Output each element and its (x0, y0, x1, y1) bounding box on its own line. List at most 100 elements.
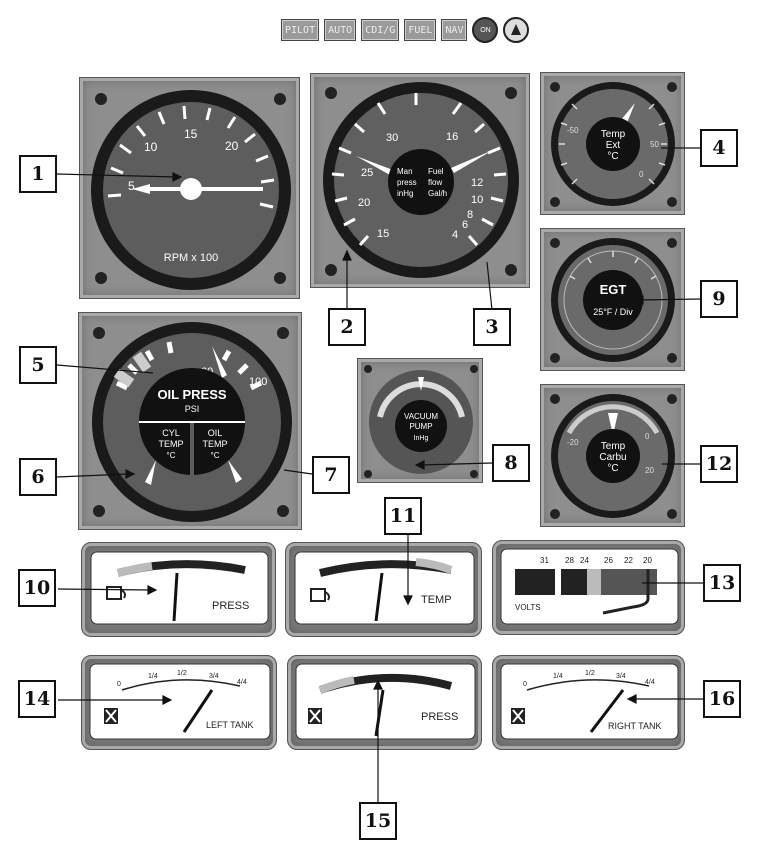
temp-ext-tick-label: 50 (650, 140, 659, 149)
temp-ext-tick-label: -50 (567, 126, 579, 135)
oil-press-small-panel: PRESS (81, 542, 276, 637)
tach-tick-label: 15 (184, 127, 198, 141)
oil-temp-label: OIL (208, 428, 223, 438)
right-tank-panel: 0 1/4 1/2 3/4 4/4 RIGHT TANK (492, 655, 685, 750)
vacuum-label: PUMP (409, 422, 432, 431)
callout-8: 8 (492, 444, 530, 482)
callout-16: 16 (703, 680, 741, 718)
manifold-needle (356, 156, 393, 175)
left-tank-tick-label: 0 (117, 681, 121, 688)
oil-temp-label: °C (211, 451, 220, 460)
vacuum-needle (418, 377, 424, 391)
fuel-flow-label: flow (428, 178, 442, 187)
toolbar-button-1[interactable]: PILOT (281, 19, 320, 41)
right-tank-needle (589, 689, 625, 733)
oil-press-unit: PSI (185, 404, 200, 414)
volts-tick-label: 28 (565, 556, 574, 565)
callout-14: 14 (18, 680, 56, 718)
tachometer-panel: 5 10 15 20 RPM x 100 (79, 77, 300, 299)
fuel-tick-label: 10 (471, 194, 483, 206)
temp-ext-label: Temp (601, 129, 626, 140)
tach-unit-label: RPM x 100 (164, 252, 218, 264)
right-tank-label: RIGHT TANK (608, 721, 662, 731)
fuel-press-needle (374, 689, 385, 737)
fuel-tick-label: 4 (452, 229, 458, 241)
oil-temp-label: TEMP (202, 439, 227, 449)
oil-press-small-needle (172, 572, 179, 622)
cyl-temp-label: °C (167, 451, 176, 460)
left-tank-panel: 0 1/4 1/2 3/4 4/4 LEFT TANK (81, 655, 277, 750)
manifold-tick-label: 15 (377, 228, 389, 240)
vacuum-panel: VACUUM PUMP InHg (357, 358, 483, 483)
temp-ext-label: °C (607, 151, 618, 162)
fuel-tick-label: 16 (446, 131, 458, 143)
carbu-tick-label: -20 (567, 438, 579, 447)
oil-temp-small-panel: TEMP (285, 542, 482, 637)
cyl-temp-label: TEMP (158, 439, 183, 449)
toolbar-button-2[interactable]: AUTO (324, 19, 357, 41)
manifold-tick-label: 30 (386, 132, 398, 144)
cyl-temp-needle (145, 460, 156, 485)
carbu-tick-label: 0 (645, 432, 650, 441)
volts-tick-label: 22 (624, 556, 633, 565)
beacon-icon[interactable] (503, 17, 530, 43)
left-tank-tick-label: 1/2 (177, 670, 187, 677)
callout-7: 7 (312, 456, 350, 494)
oil-press-small-label: PRESS (212, 600, 249, 612)
power-knob-label: ON (480, 26, 491, 34)
manifold-label: press (397, 178, 417, 187)
callout-11: 11 (384, 497, 422, 535)
carbu-label: Carbu (599, 452, 626, 463)
fuel-flow-label: Gal/h (428, 189, 447, 198)
carbu-label: °C (607, 463, 618, 474)
toolbar: PILOT AUTO CDI/G FUEL NAV ON (281, 17, 530, 43)
fuel-press-panel: PRESS (287, 655, 482, 750)
temp-ext-label: Ext (606, 140, 621, 151)
callout-6: 6 (19, 458, 57, 496)
left-tank-needle (182, 689, 214, 733)
oil-press-needle (212, 346, 227, 378)
callout-2: 2 (328, 308, 366, 346)
manifold-label: Man (397, 167, 413, 176)
right-tank-tick-label: 1/4 (553, 673, 563, 680)
toolbar-button-4[interactable]: FUEL (404, 19, 437, 41)
callout-3: 3 (473, 308, 511, 346)
manifold-label: inHg (397, 189, 413, 198)
volts-label: VOLTS (515, 603, 541, 612)
oil-press-tick-label: 100 (249, 376, 267, 388)
tach-tick-label: 20 (225, 139, 239, 153)
fuel-press-label: PRESS (421, 711, 458, 723)
volts-tick-label: 26 (604, 556, 613, 565)
volts-panel: 31 28 24 26 22 20 VOLTS (492, 540, 685, 635)
callout-5: 5 (19, 346, 57, 384)
tach-needle (148, 187, 263, 191)
right-tank-tick-label: 0 (523, 681, 527, 688)
callout-1: 1 (19, 155, 57, 193)
vacuum-label: InHg (414, 435, 429, 442)
tach-tick-label: 5 (128, 179, 135, 193)
left-tank-label: LEFT TANK (206, 720, 254, 730)
tach-tick-label: 10 (144, 140, 158, 154)
callout-9: 9 (700, 280, 738, 318)
egt-panel: EGT 25°F / Div (540, 228, 685, 371)
callout-4: 4 (700, 129, 738, 167)
vacuum-label: VACUUM (404, 412, 438, 421)
manifold-fuel-panel: 30 25 20 15 16 12 10 8 6 4 Man press inH… (310, 73, 530, 288)
left-tank-tick-label: 4/4 (237, 679, 247, 686)
callout-15: 15 (359, 802, 397, 840)
fuel-tick-label: 6 (462, 219, 468, 231)
volts-needle (602, 569, 650, 615)
volts-tick-label: 20 (643, 556, 652, 565)
egt-scale-label: 25°F / Div (593, 307, 633, 317)
callout-12: 12 (700, 445, 738, 483)
power-knob-icon[interactable]: ON (472, 17, 499, 43)
oil-temp-needle (228, 460, 242, 483)
toolbar-button-3[interactable]: CDI/G (361, 19, 400, 41)
temp-carbu-panel: 20 0 -20 Temp Carbu °C (540, 384, 685, 527)
manifold-tick-label: 25 (361, 167, 373, 179)
volts-tick-label: 24 (580, 556, 589, 565)
toolbar-button-5[interactable]: NAV (441, 19, 468, 41)
right-tank-tick-label: 1/2 (585, 670, 595, 677)
carbu-label: Temp (601, 441, 626, 452)
cyl-temp-label: CYL (162, 428, 180, 438)
